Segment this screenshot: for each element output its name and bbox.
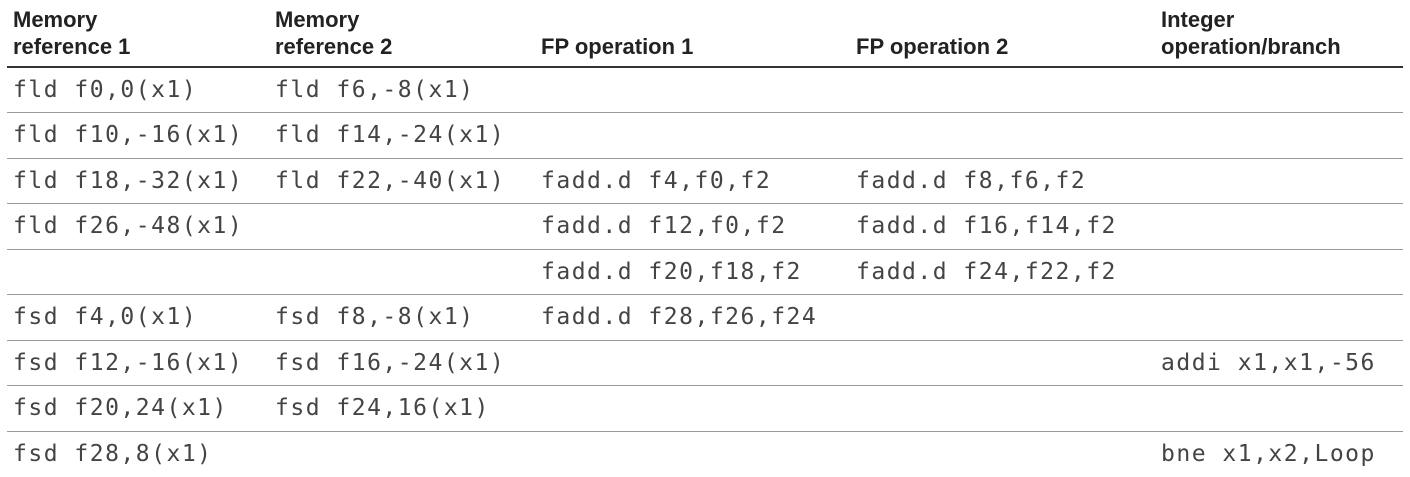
table-row: fsd f4,0(x1) fsd f8,-8(x1) fadd.d f28,f2…: [7, 294, 1403, 341]
table-cell: [1155, 112, 1403, 159]
table-cell: [1155, 67, 1403, 113]
table-cell: [850, 112, 1155, 159]
table-cell: [850, 340, 1155, 386]
table-cell: [269, 249, 535, 295]
table-cell: bne x1,x2,Loop: [1161, 441, 1376, 467]
table-row: fld f18,-32(x1) fld f22,-40(x1) fadd.d f…: [7, 158, 1403, 204]
table-cell: [535, 112, 850, 159]
table-cell: fsd f24,16(x1): [269, 385, 535, 432]
table-cell: fsd f16,-24(x1): [269, 340, 535, 386]
table-cell: fsd f20,24(x1): [7, 385, 269, 432]
table-cell: [535, 67, 850, 113]
table-cell: fadd.d f28,f26,f24: [535, 294, 850, 341]
table-cell: [1155, 249, 1403, 295]
table-cell: fld f26,-48(x1): [7, 203, 269, 250]
schedule-table-container: Memory reference 1 Memory reference 2 FP…: [7, 0, 1403, 477]
header-memory-reference-1: Memory reference 1: [7, 0, 269, 68]
header-fp-operation-2: FP operation 2: [850, 0, 1155, 68]
header-memory-reference-2: Memory reference 2: [269, 0, 535, 68]
table-cell: fld f10,-16(x1): [7, 112, 269, 159]
table-row: fsd f12,-16(x1) fsd f16,-24(x1) addi x1,…: [7, 340, 1403, 386]
table-cell: [850, 294, 1155, 341]
table-cell: fsd f4,0(x1): [7, 294, 269, 341]
header-fp-operation-1: FP operation 1: [535, 0, 850, 68]
table-cell: [850, 67, 1155, 113]
table-row: fsd f28,8(x1) bne x1,x2,Loop: [7, 431, 1403, 477]
table-cell: fld f18,-32(x1): [7, 158, 269, 204]
vliw-schedule-table: Memory reference 1 Memory reference 2 FP…: [7, 0, 1403, 477]
header-integer-operation-branch: Integer operation/branch: [1155, 0, 1403, 68]
table-row: fadd.d f20,f18,f2 fadd.d f24,f22,f2: [7, 249, 1403, 295]
table-cell: fld f0,0(x1): [7, 67, 269, 113]
table-row: fld f26,-48(x1) fadd.d f12,f0,f2 fadd.d …: [7, 203, 1403, 250]
table-cell: fsd f12,-16(x1): [7, 340, 269, 386]
table-cell: fadd.d f12,f0,f2: [535, 203, 850, 250]
table-cell: [850, 385, 1155, 432]
table-cell: addi x1,x1,-56: [1155, 340, 1403, 386]
table-cell: fadd.d f4,f0,f2: [535, 158, 850, 204]
table-cell: fld f22,-40(x1): [269, 158, 535, 204]
table-cell: fadd.d f16,f14,f2: [850, 203, 1155, 250]
header-row: Memory reference 1 Memory reference 2 FP…: [7, 0, 1403, 68]
table-cell: [1155, 203, 1403, 250]
table-cell: fsd f28,8(x1): [13, 441, 213, 467]
table-cell: fsd f8,-8(x1): [269, 294, 535, 341]
table-cell: [1155, 385, 1403, 432]
table-cell: [850, 431, 1155, 477]
table-row: fld f10,-16(x1) fld f14,-24(x1): [7, 112, 1403, 159]
table-cell: [1155, 294, 1403, 341]
table-cell: [535, 385, 850, 432]
table-cell: fadd.d f24,f22,f2: [850, 249, 1155, 295]
table-row: fsd f20,24(x1) fsd f24,16(x1): [7, 385, 1403, 432]
table-cell: fadd.d f8,f6,f2: [850, 158, 1155, 204]
table-cell: fld f6,-8(x1): [269, 67, 535, 113]
table-cell: [269, 431, 535, 477]
table-cell: [269, 203, 535, 250]
table-cell: fld f14,-24(x1): [269, 112, 535, 159]
table-cell: [535, 340, 850, 386]
table-row: fld f0,0(x1) fld f6,-8(x1): [7, 67, 1403, 113]
table-cell: fadd.d f20,f18,f2: [535, 249, 850, 295]
table-cell: [535, 431, 850, 477]
table-cell: [1155, 158, 1403, 204]
table-cell: [7, 249, 269, 295]
